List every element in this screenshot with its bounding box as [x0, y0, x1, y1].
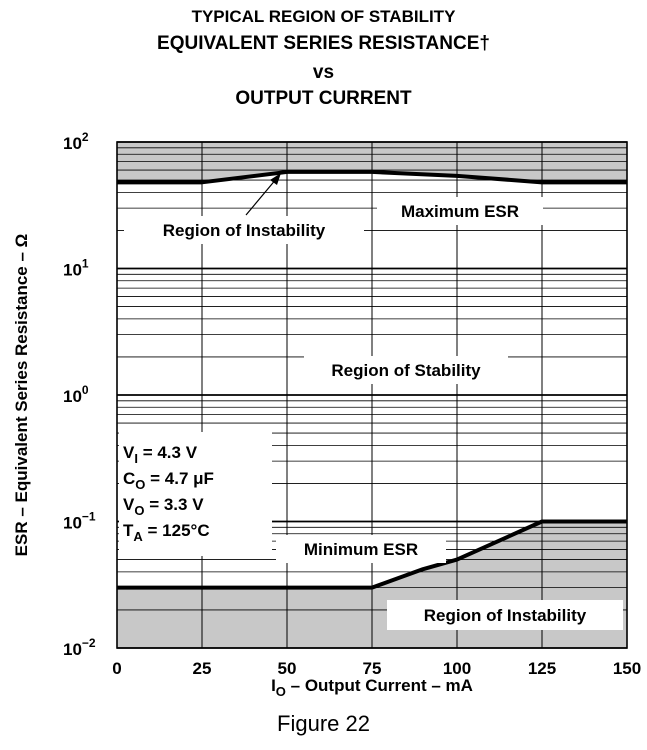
label-region-instability-lower-box [387, 600, 623, 630]
label-region-stability: Region of Stability [331, 361, 481, 380]
condition-1: VI = 4.3 V [123, 443, 198, 466]
series-minimum-esr [117, 519, 627, 590]
conditions-box [119, 432, 272, 556]
condition-value: = 3.3 V [144, 495, 204, 514]
y-tick-label: 10−2 [63, 636, 96, 659]
chart-title-line-1: TYPICAL REGION OF STABILITY [191, 7, 456, 26]
y-tick-exponent: 2 [82, 130, 89, 144]
y-tick-base: 10 [63, 387, 82, 406]
condition-2: CO = 4.7 μF [123, 469, 214, 492]
y-tick-exponent: −1 [82, 510, 96, 524]
label-minimum-esr: Minimum ESR [304, 540, 418, 559]
x-axis-label-text: – Output Current – mA [286, 676, 473, 695]
esr-chart: Maximum ESR Region of Instability Region o… [12, 130, 641, 699]
condition-value: = 4.7 μF [145, 469, 214, 488]
y-tick-label: 102 [63, 130, 89, 153]
chart-title-line-3: vs [312, 62, 335, 83]
condition-3: VO = 3.3 V [123, 495, 204, 518]
plot-frame [116, 141, 628, 649]
series-layer [117, 169, 627, 590]
condition-symbol: C [123, 469, 135, 488]
condition-value: = 125°C [143, 521, 210, 540]
condition-subscript: A [133, 529, 143, 544]
y-axis-label: ESR – Equivalent Series Resistance – Ω [12, 234, 31, 557]
label-region-instability-upper-box [124, 216, 364, 244]
condition-subscript: O [135, 477, 145, 492]
label-maximum-esr: Maximum ESR [401, 202, 519, 221]
condition-symbol: T [123, 521, 134, 540]
pointer-arrow-head [270, 173, 281, 185]
figure-caption: Figure 22 [277, 711, 370, 736]
x-axis-label: IO – Output Current – mA [271, 676, 473, 699]
y-tick-label: 100 [63, 383, 89, 406]
y-tick-base: 10 [63, 514, 82, 533]
label-region-instability-lower: Region of Instability [424, 606, 587, 625]
condition-subscript: I [134, 451, 138, 466]
series-maximum-esr [117, 169, 627, 185]
condition-symbol: V [123, 495, 135, 514]
label-maximum-esr-box [377, 197, 543, 225]
x-tick-label: 25 [193, 659, 212, 678]
labels-layer: Maximum ESR Region of Instability Region o… [119, 173, 623, 630]
x-tick-label: 150 [613, 659, 641, 678]
x-tick-label: 125 [528, 659, 556, 678]
condition-value: = 4.3 V [138, 443, 198, 462]
y-tick-label: 10−1 [63, 510, 96, 533]
condition-4: TA = 125°C [123, 521, 210, 544]
pointer-arrow-line [245, 177, 278, 216]
x-axis-label-symbol: I [271, 676, 276, 695]
y-tick-label: 101 [63, 257, 89, 280]
condition-subscript: O [134, 503, 144, 518]
y-tick-base: 10 [63, 261, 82, 280]
y-tick-exponent: −2 [82, 636, 96, 650]
y-tick-base: 10 [63, 640, 82, 659]
label-region-stability-box [304, 356, 508, 384]
x-tick-label: 75 [363, 659, 382, 678]
y-tick-exponent: 0 [82, 383, 89, 397]
x-axis-label-subscript: O [276, 684, 286, 699]
chart-title-line-4: OUTPUT CURRENT [235, 88, 412, 109]
x-tick-label: 50 [278, 659, 297, 678]
condition-symbol: V [123, 443, 135, 462]
y-tick-base: 10 [63, 134, 82, 153]
x-tick-label: 100 [443, 659, 471, 678]
y-tick-exponent: 1 [82, 257, 89, 271]
label-region-instability-upper: Region of Instability [163, 221, 326, 240]
x-tick-label: 0 [112, 659, 121, 678]
chart-title-line-2: EQUIVALENT SERIES RESISTANCE† [157, 33, 490, 54]
label-minimum-esr-box [276, 535, 446, 563]
